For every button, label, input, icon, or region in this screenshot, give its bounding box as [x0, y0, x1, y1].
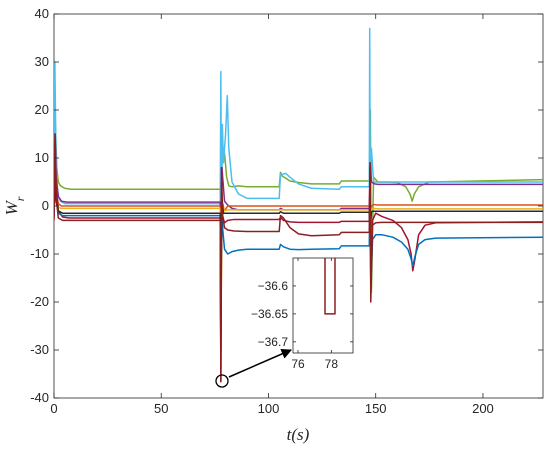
- x-axis: 0 50 100 150 200: [50, 14, 494, 416]
- y-axis: 40 30 20 10 0 -10 -20 -30 -40: [30, 6, 543, 405]
- series-line-1: [324, 258, 336, 315]
- y-axis-label: Wr: [2, 196, 27, 215]
- x-tick-label: 50: [154, 401, 168, 416]
- y-tick-label: -30: [30, 342, 49, 357]
- y-tick-label: 20: [35, 102, 49, 117]
- series-group: [54, 27, 543, 383]
- y-tick-label: -20: [30, 294, 49, 309]
- inset-series-group: [324, 258, 336, 315]
- x-axis-label: t(s): [287, 425, 310, 444]
- y-tick-label: -40: [30, 390, 49, 405]
- y-tick-label: 40: [35, 6, 49, 21]
- y-tick-label: −36.65: [251, 307, 288, 321]
- x-tick-label: 150: [365, 401, 387, 416]
- y-tick-label: 10: [35, 150, 49, 165]
- y-tick-label: −36.6: [258, 279, 289, 293]
- inset-area: [292, 257, 354, 354]
- x-tick-label: 100: [258, 401, 280, 416]
- inset-x-axis: 76 78: [291, 258, 338, 371]
- y-tick-label: 30: [35, 54, 49, 69]
- x-tick-label: 0: [50, 401, 57, 416]
- zoom-marker-circle: [215, 374, 229, 388]
- x-tick-label: 76: [291, 357, 305, 371]
- inset-y-axis: −36.6 −36.65 −36.7: [251, 279, 353, 349]
- x-tick-label: 200: [472, 401, 494, 416]
- series-line-9: [54, 133, 543, 383]
- zoom-arrow: [228, 348, 292, 378]
- y-tick-label: 0: [42, 198, 49, 213]
- x-tick-label: 78: [325, 357, 339, 371]
- y-tick-label: −36.7: [258, 335, 289, 349]
- y-tick-label: -10: [30, 246, 49, 261]
